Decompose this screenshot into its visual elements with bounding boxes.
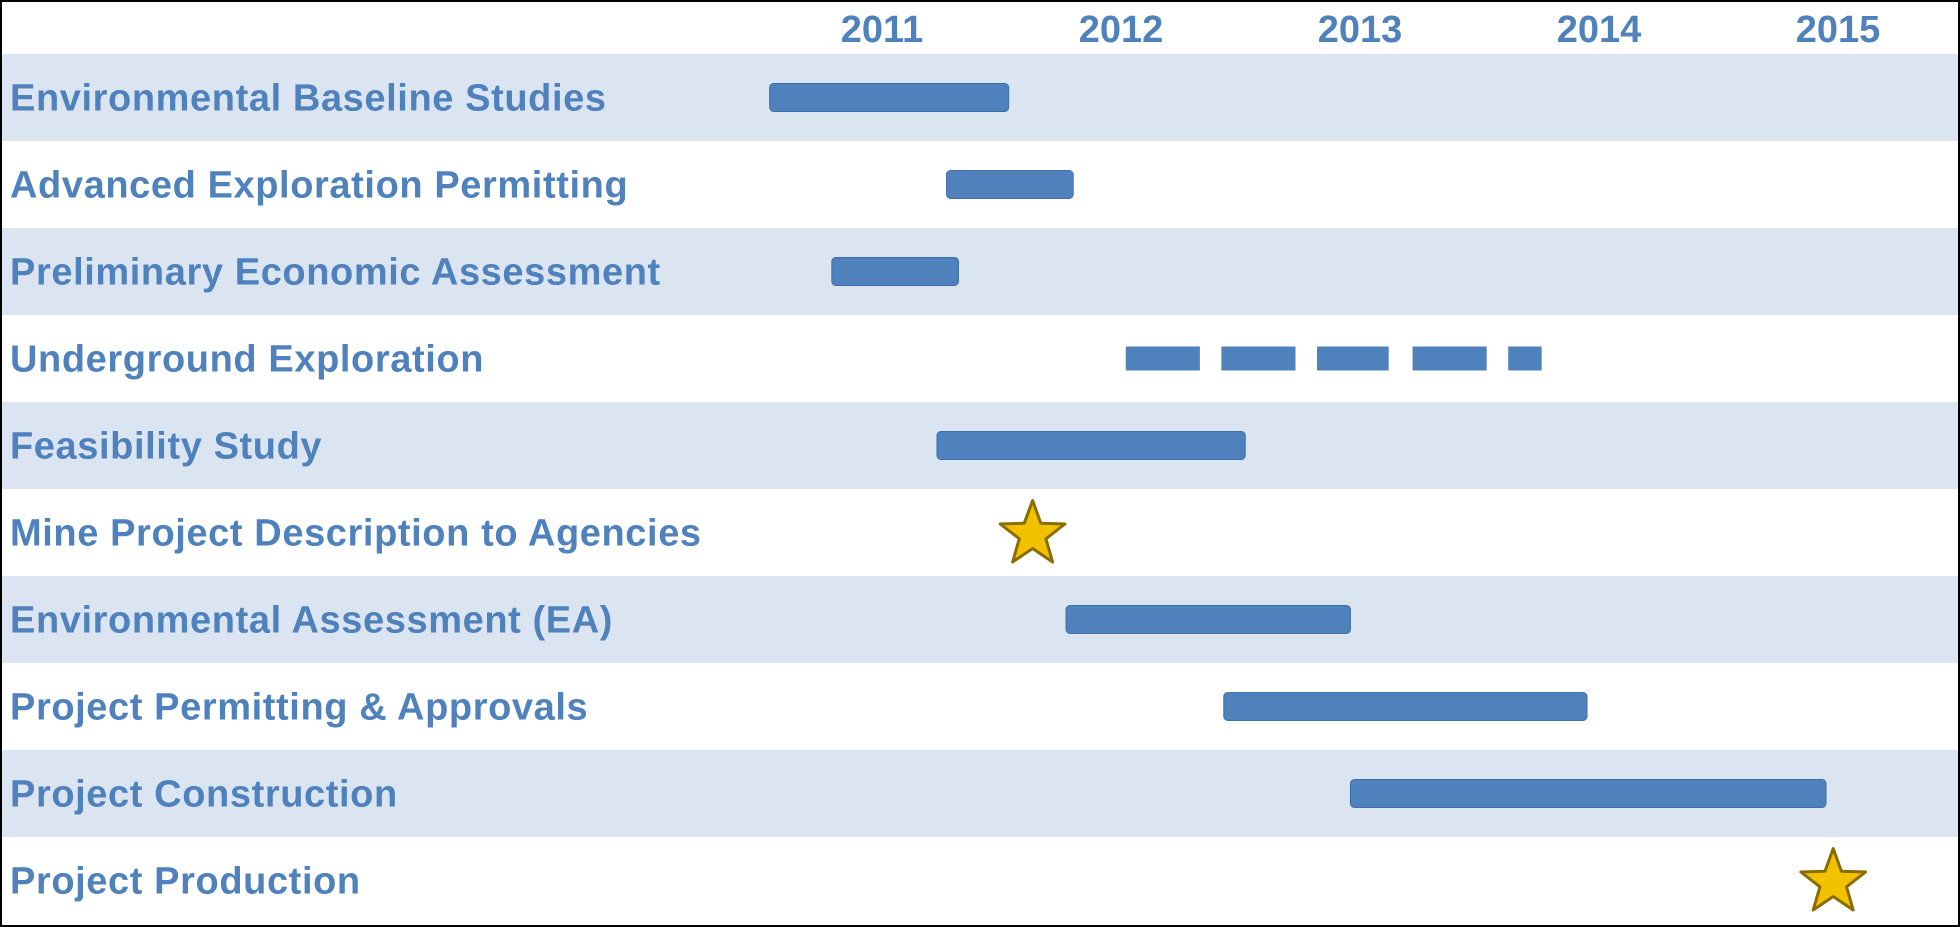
task-bar <box>1223 692 1588 721</box>
task-label: Feasibility Study <box>10 426 322 468</box>
task-bar-segment <box>1125 346 1200 371</box>
milestone-star-icon <box>998 499 1067 564</box>
task-label: Project Production <box>10 861 361 903</box>
x-tick-label: 2011 <box>841 9 923 51</box>
task-label: Environmental Baseline Studies <box>10 78 607 120</box>
task-bar-segment <box>1316 346 1389 371</box>
task-label: Project Construction <box>10 774 398 816</box>
task-bar-segment <box>1508 346 1542 371</box>
task-label: Preliminary Economic Assessment <box>10 252 661 294</box>
task-bar <box>1349 779 1827 808</box>
task-bar <box>769 83 1010 112</box>
row-band <box>2 576 1958 663</box>
task-bar <box>1065 605 1351 634</box>
row-band <box>2 228 1958 315</box>
task-bar-segment <box>1221 346 1296 371</box>
task-label: Advanced Exploration Permitting <box>10 165 628 207</box>
x-tick-label: 2012 <box>1079 9 1164 51</box>
task-label: Project Permitting & Approvals <box>10 687 588 729</box>
task-label: Underground Exploration <box>10 339 484 381</box>
task-label: Environmental Assessment (EA) <box>10 600 613 642</box>
x-tick-label: 2015 <box>1796 9 1881 51</box>
task-bar-segment <box>1412 346 1487 371</box>
task-bar <box>831 257 959 286</box>
milestone-star-icon <box>1799 847 1868 912</box>
x-tick-label: 2014 <box>1557 9 1642 51</box>
task-bar <box>946 170 1074 199</box>
task-bar <box>936 431 1246 460</box>
task-label: Mine Project Description to Agencies <box>10 513 702 555</box>
x-tick-label: 2013 <box>1318 9 1403 51</box>
